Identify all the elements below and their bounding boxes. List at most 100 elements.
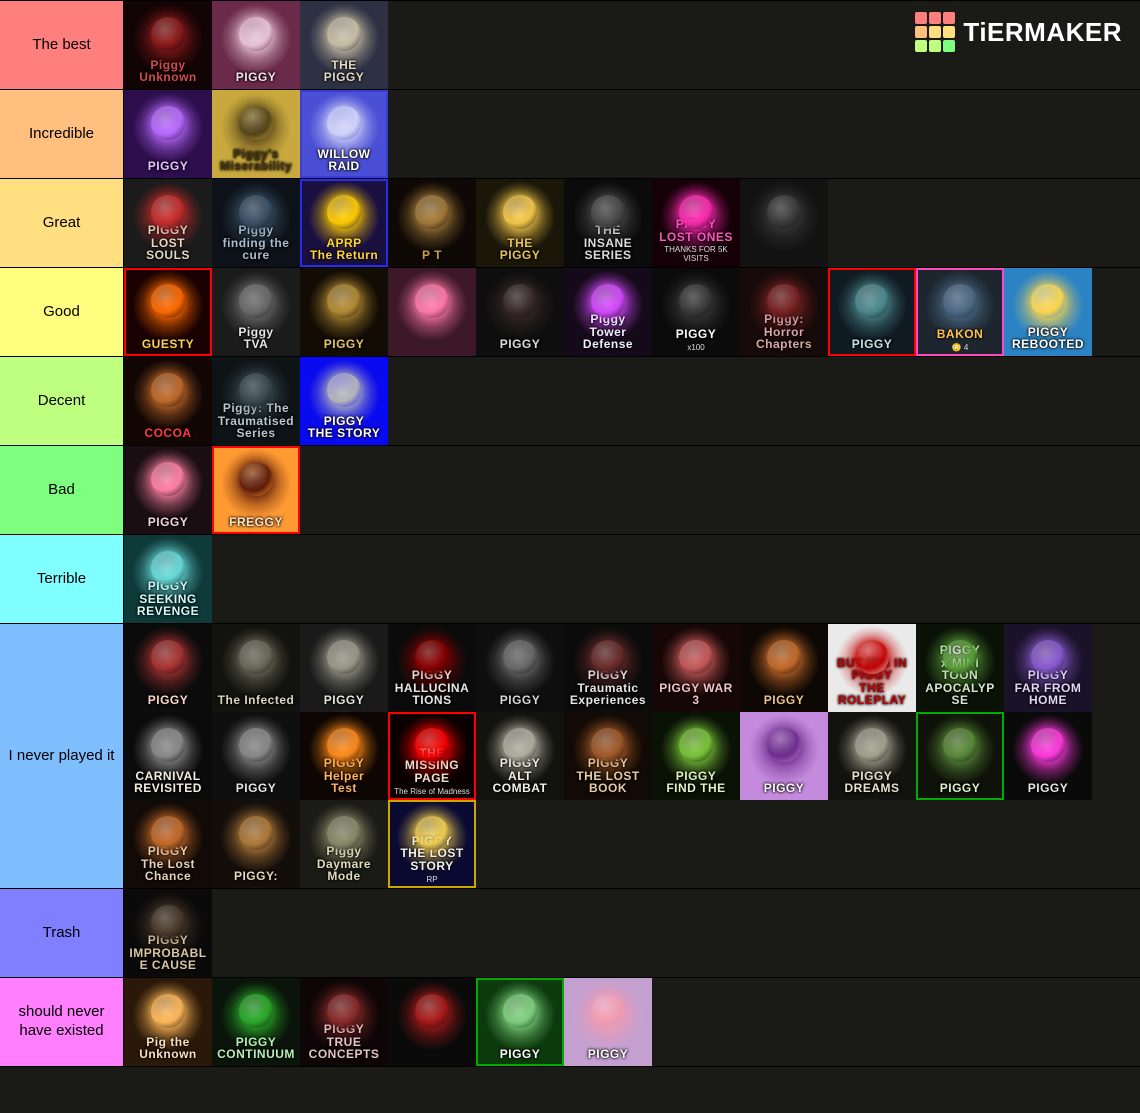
tier-item[interactable]: PIGGY [124,90,212,178]
tier-item[interactable]: PIGGYx100 [652,268,740,356]
tier-item[interactable]: PIGGY LOST ONESTHANKS FOR 5K VISITS [652,179,740,267]
tier-label[interactable]: Good [0,268,124,356]
tier-row: TrashPIGGY IMPROBABLE CAUSE [0,889,1140,978]
tier-item[interactable]: PIGGY [476,268,564,356]
tier-item[interactable]: PIGGY FIND THE [652,712,740,800]
tier-item[interactable]: Piggy TVA [212,268,300,356]
tile-thumbnail [239,994,273,1028]
tier-item[interactable]: PIGGY WAR 3 [652,624,740,712]
tier-item[interactable]: THE INSANE SERIES [564,179,652,267]
tile-thumbnail [679,640,713,674]
tier-item[interactable]: THE PIGGY [476,179,564,267]
tile-thumbnail [1031,284,1065,318]
tile-title: PIGGY [937,780,984,798]
tier-item[interactable]: PIGGY [476,624,564,712]
tier-item[interactable]: PIGGY DREAMS [828,712,916,800]
tile-thumbnail [855,640,889,674]
tile-title: PIGGY [145,514,192,532]
tier-label[interactable]: I never played it [0,624,124,888]
tier-item[interactable]: BUT IT'S IN PIGGY THE ROLEPLAY [828,624,916,712]
tier-label[interactable]: Terrible [0,535,124,623]
tier-item[interactable]: COCOA [124,357,212,445]
tier-item[interactable]: PIGGY THE LOST STORYRP [388,800,476,888]
tile-title: PIGGY REBOOTED [1009,324,1087,354]
tier-item[interactable]: Piggy Tower Defense [564,268,652,356]
tier-item[interactable]: PIGGY [212,712,300,800]
tier-item[interactable]: THE PIGGY [300,1,388,89]
tier-items: PIGGYThe InfectedPIGGYPIGGY HALLUCINATIO… [124,624,1140,888]
tier-item[interactable]: Piggy's Miserability [212,90,300,178]
tier-item[interactable]: PIGGY The Lost Chance [124,800,212,888]
tier-item[interactable]: PIGGY IMPROBABLE CAUSE [124,889,212,977]
tier-item[interactable]: PIGGY [740,712,828,800]
tier-item[interactable]: PIGGY Helper Test [300,712,388,800]
tier-item[interactable]: PIGGY [300,268,388,356]
tier-item[interactable]: WILLOW RAID [300,90,388,178]
tier-item[interactable] [388,978,476,1066]
tile-title: GUESTY [139,336,197,354]
tier-item[interactable]: Piggy Daymare Mode [300,800,388,888]
tile-thumbnail [767,640,801,674]
tier-item[interactable]: PIGGY REBOOTED [1004,268,1092,356]
tier-item[interactable]: Piggy Unknown [124,1,212,89]
tier-item[interactable]: PIGGY HALLUCINATIONS [388,624,476,712]
tile-thumbnail [943,728,977,762]
tier-item[interactable]: PIGGY SEEKING REVENGE [124,535,212,623]
tile-thumbnail [327,640,361,674]
tier-item[interactable]: PIGGY [740,624,828,712]
tier-label[interactable]: Decent [0,357,124,445]
tier-item[interactable]: PIGGY CONTINUUM [212,978,300,1066]
tile-thumbnail [327,994,361,1028]
tile-thumbnail [239,640,273,674]
tier-item[interactable]: Pig the Unknown [124,978,212,1066]
tier-item[interactable]: PIGGY [564,978,652,1066]
tile-thumbnail [503,994,537,1028]
tier-item[interactable]: Piggy: The Traumatised Series [212,357,300,445]
tile-thumbnail [239,728,273,762]
tier-label[interactable]: Trash [0,889,124,977]
tier-label[interactable]: should never have existed [0,978,124,1066]
tier-item[interactable]: PIGGY [124,446,212,534]
tier-item[interactable]: Piggy finding the cure [212,179,300,267]
tile-thumbnail [767,195,801,229]
tier-row: should never have existedPig the Unknown… [0,978,1140,1067]
tier-item[interactable]: The Infected [212,624,300,712]
tier-label[interactable]: The best [0,1,124,89]
tile-subtitle: RP [426,876,437,886]
tile-thumbnail [151,195,185,229]
tier-item[interactable]: PIGGY THE LOST BOOK [564,712,652,800]
tier-item[interactable] [388,268,476,356]
tier-item[interactable]: PIGGY [300,624,388,712]
tier-item[interactable]: APRP The Return [300,179,388,267]
tier-item[interactable]: PIGGY [124,624,212,712]
tier-item[interactable]: PIGGY [476,978,564,1066]
tile-thumbnail [151,462,185,496]
tier-item[interactable]: BAKON😳 4 [916,268,1004,356]
tier-item[interactable]: FREGGY [212,446,300,534]
tier-item[interactable]: PIGGY FAR FROM HOME [1004,624,1092,712]
tier-item[interactable]: PIGGY THE STORY [300,357,388,445]
tile-thumbnail [679,195,713,229]
tier-item[interactable]: GUESTY [124,268,212,356]
tier-label[interactable]: Great [0,179,124,267]
tier-item[interactable]: THE MISSING PAGEThe Rise of Madness [388,712,476,800]
tier-item[interactable]: PIGGY x MINI TOON APOCALYPSE [916,624,1004,712]
tier-item[interactable]: PIGGY: [212,800,300,888]
tier-row: TerriblePIGGY SEEKING REVENGE [0,535,1140,624]
tier-item[interactable]: PIGGY [828,268,916,356]
tier-item[interactable]: PIGGY LOST SOULS [124,179,212,267]
tier-item[interactable]: CARNIVAL REVISITED [124,712,212,800]
tier-item[interactable] [740,179,828,267]
tier-item[interactable]: PIGGY [916,712,1004,800]
tier-items: PIGGY LOST SOULSPiggy finding the cureAP… [124,179,1140,267]
tier-item[interactable]: Piggy: Horror Chapters [740,268,828,356]
tier-label[interactable]: Incredible [0,90,124,178]
tier-item[interactable]: PIGGY [1004,712,1092,800]
tier-item[interactable]: PIGGY [212,1,300,89]
tier-item[interactable]: PIGGY Traumatic Experiences [564,624,652,712]
tier-item[interactable]: PIGGY TRUE CONCEPTS [300,978,388,1066]
tier-label[interactable]: Bad [0,446,124,534]
tier-item[interactable]: P T [388,179,476,267]
tile-thumbnail [591,195,625,229]
tier-item[interactable]: PIGGY ALT COMBAT [476,712,564,800]
